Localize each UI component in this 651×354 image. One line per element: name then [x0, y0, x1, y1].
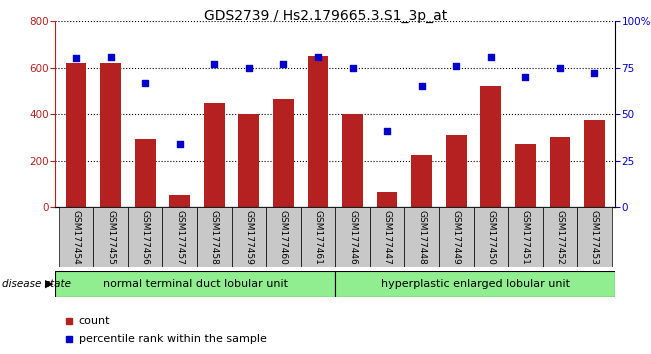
- Text: GSM177446: GSM177446: [348, 210, 357, 265]
- Text: GSM177456: GSM177456: [141, 210, 150, 265]
- Text: count: count: [79, 316, 111, 326]
- Bar: [66, 63, 87, 207]
- Text: GSM177448: GSM177448: [417, 210, 426, 265]
- Bar: [135, 138, 156, 207]
- Bar: [93, 207, 128, 267]
- Point: [209, 61, 219, 67]
- Text: GSM177457: GSM177457: [175, 210, 184, 265]
- Point: [312, 54, 323, 59]
- Bar: [377, 192, 398, 207]
- Bar: [411, 155, 432, 207]
- Point: [174, 141, 185, 147]
- Bar: [273, 99, 294, 207]
- Text: GSM177452: GSM177452: [555, 210, 564, 265]
- Text: GSM177450: GSM177450: [486, 210, 495, 265]
- Text: GDS2739 / Hs2.179665.3.S1_3p_at: GDS2739 / Hs2.179665.3.S1_3p_at: [204, 9, 447, 23]
- Text: GSM177447: GSM177447: [383, 210, 392, 265]
- Bar: [404, 207, 439, 267]
- Point: [278, 61, 288, 67]
- Point: [451, 63, 462, 69]
- Bar: [543, 207, 577, 267]
- Point: [348, 65, 358, 70]
- Text: normal terminal duct lobular unit: normal terminal duct lobular unit: [103, 279, 288, 289]
- Bar: [266, 207, 301, 267]
- Text: GSM177455: GSM177455: [106, 210, 115, 265]
- Bar: [335, 271, 615, 297]
- Bar: [342, 114, 363, 207]
- Bar: [308, 56, 328, 207]
- Bar: [55, 271, 335, 297]
- Point: [140, 80, 150, 85]
- Bar: [335, 207, 370, 267]
- Point: [589, 70, 600, 76]
- Bar: [238, 114, 259, 207]
- Text: GSM177454: GSM177454: [72, 210, 81, 265]
- Bar: [446, 135, 467, 207]
- Point: [243, 65, 254, 70]
- Text: GSM177453: GSM177453: [590, 210, 599, 265]
- Point: [555, 65, 565, 70]
- Bar: [584, 120, 605, 207]
- Bar: [439, 207, 473, 267]
- Point: [105, 54, 116, 59]
- Bar: [100, 63, 121, 207]
- Point: [486, 54, 496, 59]
- Point: [417, 84, 427, 89]
- Text: GSM177451: GSM177451: [521, 210, 530, 265]
- Point: [520, 74, 531, 80]
- Point: [382, 128, 393, 134]
- Text: GSM177461: GSM177461: [314, 210, 322, 265]
- Bar: [197, 207, 232, 267]
- Text: GSM177449: GSM177449: [452, 210, 461, 265]
- Text: hyperplastic enlarged lobular unit: hyperplastic enlarged lobular unit: [381, 279, 570, 289]
- Point: [71, 56, 81, 61]
- Bar: [301, 207, 335, 267]
- Text: ▶: ▶: [44, 279, 53, 289]
- Bar: [480, 86, 501, 207]
- Text: GSM177460: GSM177460: [279, 210, 288, 265]
- Bar: [577, 207, 612, 267]
- Text: percentile rank within the sample: percentile rank within the sample: [79, 334, 267, 344]
- Bar: [473, 207, 508, 267]
- Text: GSM177459: GSM177459: [244, 210, 253, 265]
- Bar: [370, 207, 404, 267]
- Text: disease state: disease state: [2, 279, 71, 289]
- Bar: [232, 207, 266, 267]
- Bar: [128, 207, 163, 267]
- Bar: [169, 195, 190, 207]
- Bar: [515, 144, 536, 207]
- Bar: [549, 137, 570, 207]
- Bar: [204, 103, 225, 207]
- Bar: [508, 207, 543, 267]
- Bar: [163, 207, 197, 267]
- Text: GSM177458: GSM177458: [210, 210, 219, 265]
- Bar: [59, 207, 93, 267]
